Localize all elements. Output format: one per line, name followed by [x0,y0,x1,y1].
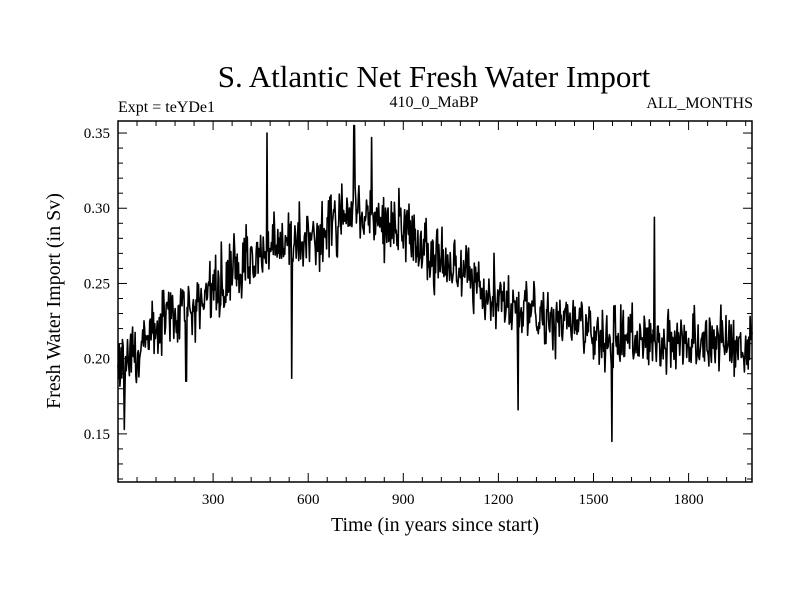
y-tick-label: 0.20 [84,352,110,368]
x-tick-label: 600 [297,492,320,508]
y-axis-label: Fresh Water Import (in Sv) [43,193,65,409]
series-line [117,124,753,443]
x-axis-label: Time (in years since start) [331,514,539,536]
y-tick-label: 0.35 [84,126,110,142]
y-axis: 0.15 0.20 0.25 0.30 0.35 [84,126,752,480]
x-tick-label: 1800 [674,492,704,508]
y-tick-label: 0.30 [84,201,110,217]
y-tick-label: 0.25 [84,276,110,292]
x-tick-label: 300 [202,492,225,508]
subtitle-left: Expt = teYDe1 [118,99,215,116]
x-tick-label: 1200 [483,492,513,508]
y-tick-label: 0.15 [84,427,110,443]
plot-frame [117,120,753,483]
chart-title: S. Atlantic Net Fresh Water Import [218,59,651,94]
x-tick-label: 1500 [579,492,609,508]
subtitle-right: ALL_MONTHS [646,95,753,112]
x-tick-label: 900 [392,492,415,508]
subtitle-center: 410_0_MaBP [390,94,479,111]
x-axis: 300 600 900 1200 1500 1800 [136,121,747,508]
plot-area [117,124,753,443]
